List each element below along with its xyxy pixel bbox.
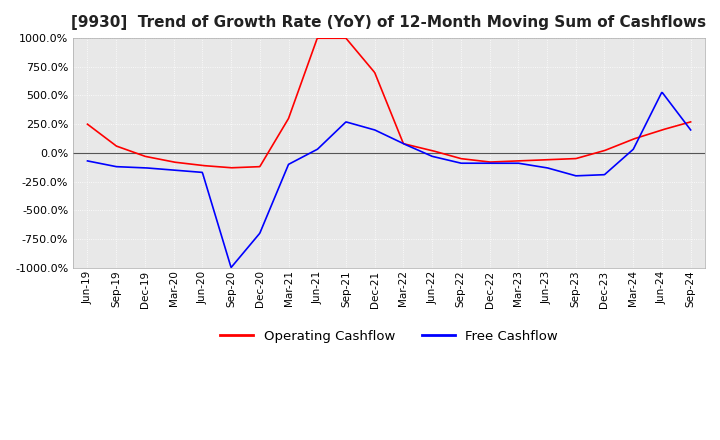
Legend: Operating Cashflow, Free Cashflow: Operating Cashflow, Free Cashflow	[215, 325, 563, 348]
Title: [9930]  Trend of Growth Rate (YoY) of 12-Month Moving Sum of Cashflows: [9930] Trend of Growth Rate (YoY) of 12-…	[71, 15, 706, 30]
